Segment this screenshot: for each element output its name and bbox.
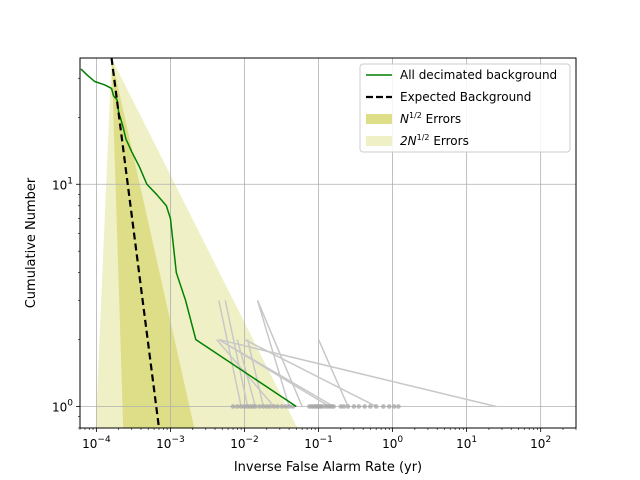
plot-frame <box>79 57 577 429</box>
all-decimated-background-line <box>80 68 297 408</box>
decimated-point <box>351 404 357 409</box>
decimated-trace <box>218 338 335 408</box>
y-axis-label: Cumulative Number <box>24 177 39 308</box>
legend-label: N1/2 Errors <box>400 111 461 126</box>
decimated-trace <box>256 300 303 407</box>
legend-swatch <box>366 136 392 146</box>
y-tick-label: 100 <box>52 398 73 414</box>
legend-box <box>359 63 571 153</box>
x-axis-label: Inverse False Alarm Rate (yr) <box>234 460 422 475</box>
decimated-point <box>345 404 351 409</box>
x-tick-label: 10−1 <box>304 435 333 451</box>
legend: All decimated background Expected Backgro… <box>359 63 571 153</box>
decimated-point <box>356 404 362 409</box>
decimated-point <box>235 404 240 409</box>
decimated-trace <box>218 300 242 407</box>
decimated-point <box>257 404 262 409</box>
legend-swatch <box>366 114 392 124</box>
decimated-trace <box>224 300 249 407</box>
decimated-point <box>341 404 347 409</box>
y-tick-label: 101 <box>52 176 73 192</box>
decimated-point <box>386 404 392 409</box>
decimated-trace <box>317 339 349 407</box>
axis-ticks: 10−4 10−3 10−2 10−1 100 101 102 100 101 <box>52 77 577 451</box>
x-tick-label: 102 <box>530 435 551 451</box>
legend-label: Expected Background <box>400 90 531 104</box>
x-tick-label: 10−4 <box>82 435 111 451</box>
decimated-point <box>373 404 379 409</box>
decimated-trace <box>218 338 497 408</box>
decimated-point <box>230 404 236 409</box>
decimated-point <box>368 404 373 409</box>
error-band-1sigma <box>111 58 195 428</box>
decimated-point <box>396 404 401 409</box>
decimated-point <box>238 404 244 409</box>
legend-label: 2N1/2 Errors <box>400 133 469 148</box>
decimated-point <box>261 404 266 409</box>
decimated-point <box>286 404 292 409</box>
decimated-point <box>271 404 277 409</box>
decimated-point <box>279 404 285 409</box>
x-tick-label: 10−3 <box>156 435 185 451</box>
data-series <box>80 58 297 428</box>
decimated-point <box>391 404 397 409</box>
decimated-point <box>381 404 386 409</box>
x-tick-label: 101 <box>456 435 477 451</box>
x-tick-label: 10−2 <box>230 435 259 451</box>
decimated-point <box>253 404 258 409</box>
decimated-point <box>362 404 368 409</box>
decimated-point <box>275 404 280 409</box>
decimated-point <box>283 404 289 409</box>
decimated-point <box>267 404 273 409</box>
error-bands <box>95 58 298 428</box>
decimated-trace <box>246 339 265 407</box>
decimated-point <box>331 404 336 409</box>
expected-background-line <box>110 58 161 428</box>
x-tick-label: 100 <box>382 435 403 451</box>
legend-label: All decimated background <box>400 68 557 82</box>
